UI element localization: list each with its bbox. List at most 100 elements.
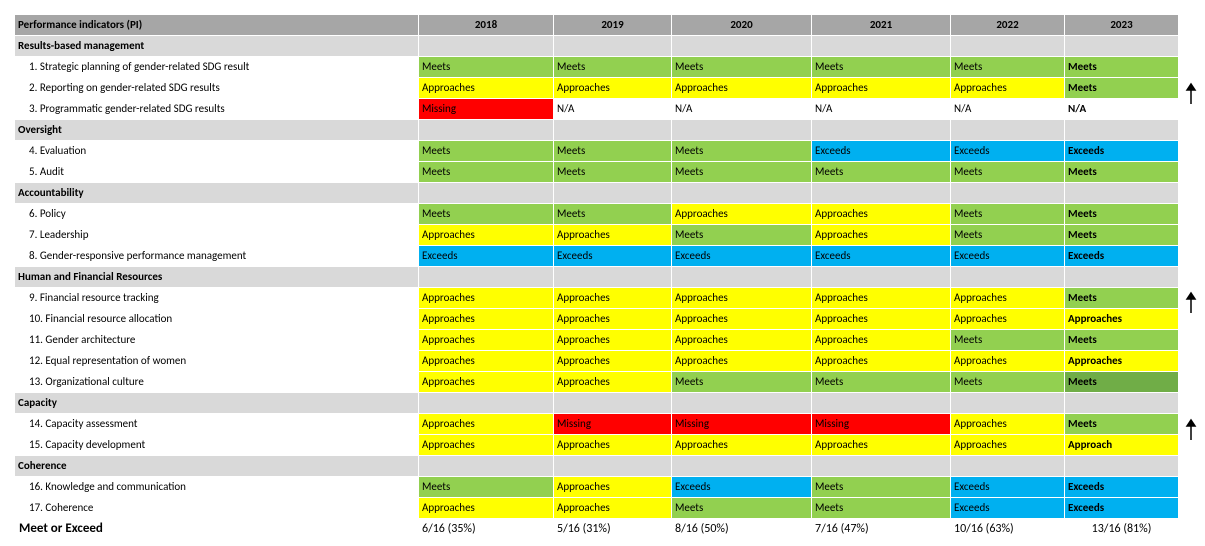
rating-cell: Approaches: [672, 288, 811, 308]
rating-cell: Meets: [672, 141, 811, 161]
section-cell: [812, 393, 950, 413]
section-cell: [951, 120, 1064, 140]
section-title: Results-based management: [15, 36, 418, 56]
rating-cell: Meets: [672, 225, 811, 245]
rating-cell: Approaches: [554, 351, 671, 371]
section-cell: [672, 267, 811, 287]
section-cell: [419, 393, 553, 413]
rating-cell: N/A: [812, 99, 950, 119]
rating-cell: Approaches: [951, 414, 1064, 434]
year-header: 2018: [419, 15, 553, 35]
rating-cell: Approaches: [672, 204, 811, 224]
rating-cell: Missing: [554, 414, 671, 434]
rating-cell: Approaches: [419, 330, 553, 350]
indicator-label: 11. Gender architecture: [29, 333, 136, 346]
rating-cell: Exceeds: [554, 246, 671, 266]
rating-cell: Meets: [419, 477, 553, 497]
section-title: Capacity: [15, 393, 418, 413]
section-cell: [1065, 120, 1178, 140]
rating-cell: Exceeds: [419, 246, 553, 266]
year-header: 2020: [672, 15, 811, 35]
footer-value: 5/16 (31%): [557, 522, 611, 536]
rating-cell: Meets: [1065, 162, 1178, 182]
rating-cell: Exceeds: [951, 246, 1064, 266]
rating-cell: Approaches: [419, 288, 553, 308]
rating-cell: Approaches: [951, 288, 1064, 308]
section-cell: [419, 267, 553, 287]
section-cell: [672, 183, 811, 203]
section-title: Coherence: [15, 456, 418, 476]
footer-value: 7/16 (47%): [815, 522, 869, 536]
rating-cell: Approaches: [672, 309, 811, 329]
rating-cell: N/A: [951, 99, 1064, 119]
rating-cell: Exceeds: [812, 141, 950, 161]
rating-cell: Approaches: [812, 435, 950, 455]
year-header: 2019: [554, 15, 671, 35]
rating-cell: Meets: [672, 498, 811, 518]
footer-value: 10/16 (63%): [954, 522, 1014, 536]
rating-cell: Meets: [1065, 288, 1178, 308]
rating-cell: Approaches: [812, 351, 950, 371]
rating-cell: Missing: [812, 414, 950, 434]
year-header: 2022: [951, 15, 1064, 35]
section-cell: [951, 36, 1064, 56]
rating-cell: Exceeds: [1065, 498, 1178, 518]
rating-cell: Approaches: [419, 309, 553, 329]
section-cell: [554, 393, 671, 413]
section-title: Accountability: [15, 183, 418, 203]
indicator-label: 2. Reporting on gender-related SDG resul…: [29, 81, 220, 94]
footer-value: 13/16 (81%): [1091, 522, 1152, 536]
rating-cell: Approaches: [554, 288, 671, 308]
rating-cell: Meets: [951, 57, 1064, 77]
rating-cell: Meets: [1065, 78, 1178, 98]
rating-cell: Approaches: [812, 288, 950, 308]
rating-cell: Meets: [554, 162, 671, 182]
rating-cell: Approaches: [1065, 309, 1178, 329]
rating-cell: Meets: [812, 498, 950, 518]
indicator-label: 15. Capacity development: [29, 438, 146, 451]
rating-cell: Approaches: [419, 78, 553, 98]
rating-cell: Meets: [1065, 204, 1178, 224]
rating-cell: Meets: [1065, 372, 1178, 392]
indicator-label: 12. Equal representation of women: [29, 354, 187, 367]
rating-cell: Approaches: [554, 498, 671, 518]
rating-cell: Exceeds: [1065, 477, 1178, 497]
indicator-label: 6. Policy: [29, 207, 66, 220]
rating-cell: Meets: [812, 57, 950, 77]
rating-cell: Approaches: [554, 435, 671, 455]
section-cell: [1065, 267, 1178, 287]
rating-cell: Approaches: [812, 330, 950, 350]
section-title: Oversight: [15, 120, 418, 140]
section-cell: [951, 183, 1064, 203]
rating-cell: Meets: [812, 162, 950, 182]
section-cell: [1065, 393, 1178, 413]
rating-cell: Exceeds: [672, 477, 811, 497]
rating-cell: Approaches: [812, 225, 950, 245]
indicator-label: 7. Leadership: [29, 228, 89, 241]
section-cell: [812, 456, 950, 476]
arrow-head: [1185, 291, 1197, 300]
rating-cell: Approaches: [554, 225, 671, 245]
rating-cell: Meets: [554, 57, 671, 77]
footer-value: 8/16 (50%): [675, 522, 729, 536]
rating-cell: Meets: [672, 162, 811, 182]
arrow-head: [1185, 418, 1197, 427]
rating-cell: Meets: [419, 162, 553, 182]
section-cell: [812, 120, 950, 140]
rating-cell: Meets: [951, 162, 1064, 182]
rating-cell: Approaches: [419, 372, 553, 392]
section-cell: [554, 120, 671, 140]
rating-cell: Meets: [672, 372, 811, 392]
rating-cell: Approaches: [951, 351, 1064, 371]
section-cell: [951, 393, 1064, 413]
rating-cell: N/A: [672, 99, 811, 119]
section-cell: [1065, 183, 1178, 203]
indicator-label: 10. Financial resource allocation: [29, 312, 173, 325]
rating-cell: Approaches: [554, 477, 671, 497]
section-cell: [672, 393, 811, 413]
indicator-label: 1. Strategic planning of gender-related …: [29, 60, 250, 73]
year-header: 2023: [1065, 15, 1178, 35]
section-cell: [554, 267, 671, 287]
rating-cell: Meets: [812, 372, 950, 392]
